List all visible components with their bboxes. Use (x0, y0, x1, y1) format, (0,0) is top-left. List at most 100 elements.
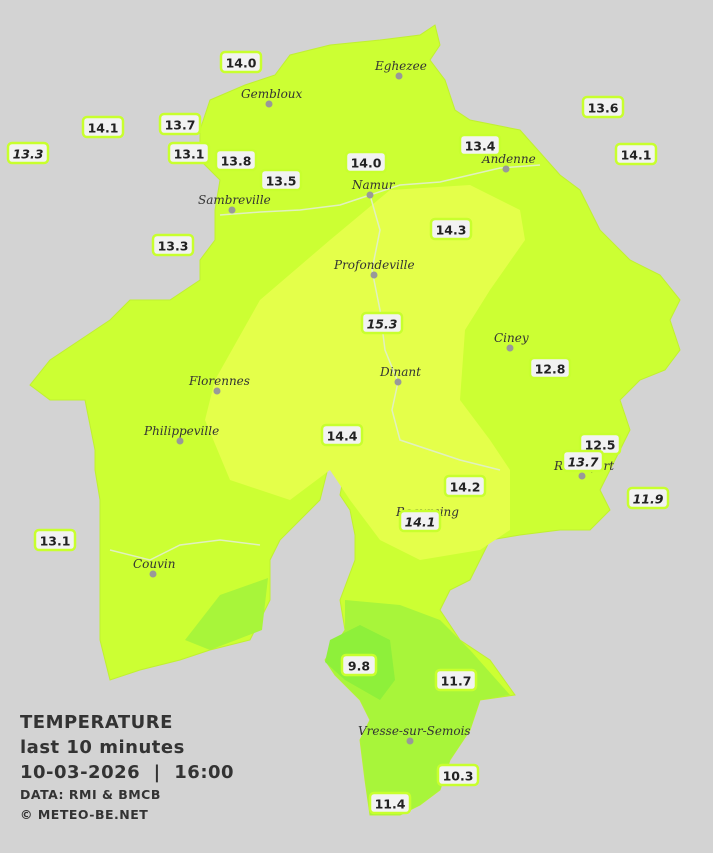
station: 13.8 (214, 148, 258, 172)
station-temperature: 14.0 (226, 56, 257, 71)
station: 14.2 (443, 474, 487, 498)
station-temperature: 14.3 (436, 223, 467, 238)
station-box (561, 449, 605, 473)
station: 11.7 (434, 668, 478, 692)
station-box (33, 528, 77, 552)
legend-subtitle: last 10 minutes (20, 737, 185, 758)
city-label: Profondeville (333, 258, 415, 272)
station-temperature: 13.1 (174, 147, 205, 162)
station: 13.7 (561, 449, 605, 473)
station-box (436, 763, 480, 787)
station: 13.3 (6, 141, 50, 165)
station-temperature: 11.4 (375, 797, 406, 812)
station-box (6, 141, 50, 165)
station-box (626, 486, 670, 510)
station-box (214, 148, 258, 172)
station-temperature: 11.9 (633, 492, 664, 507)
city-label: Philippeville (143, 424, 219, 438)
city-dot (395, 72, 403, 80)
legend-source: DATA: RMI & BMCB (20, 787, 161, 802)
station: 13.7 (158, 112, 202, 136)
station-box (398, 509, 442, 533)
station-temperature: 15.3 (367, 317, 398, 332)
station-box (368, 791, 412, 815)
station-box (429, 217, 473, 241)
cool-zone (185, 578, 268, 650)
legend-credit: © METEO-BE.NET (20, 807, 149, 822)
city-dot (406, 737, 414, 745)
city-dot (394, 378, 402, 386)
station-temperature: 12.5 (585, 438, 616, 453)
station: 14.0 (344, 150, 388, 174)
station-temperature: 9.8 (348, 659, 370, 674)
station: 12.8 (528, 356, 572, 380)
warm-zone (205, 185, 525, 560)
city-dot (149, 570, 157, 578)
station-temperature: 13.8 (221, 154, 252, 169)
station-temperature: 13.4 (465, 139, 496, 154)
city-label: Vresse-sur-Semois (358, 724, 471, 738)
station: 13.1 (33, 528, 77, 552)
station: 15.3 (360, 311, 404, 335)
city-dot (502, 165, 510, 173)
station: 9.8 (340, 653, 378, 677)
station-box (81, 115, 125, 139)
station-box (344, 150, 388, 174)
station-box (614, 142, 658, 166)
station-temperature: 13.5 (266, 174, 297, 189)
station: 14.1 (398, 509, 442, 533)
legend: TEMPERATURE last 10 minutes 10-03-2026 |… (20, 710, 234, 825)
station: 13.5 (259, 168, 303, 192)
city-dot (366, 191, 374, 199)
station-temperature: 13.1 (40, 534, 71, 549)
city-label: Gembloux (241, 87, 303, 101)
station-box (458, 133, 502, 157)
station: 14.1 (614, 142, 658, 166)
station-box (434, 668, 478, 692)
city-label: Eghezee (374, 59, 427, 73)
station-box (581, 95, 625, 119)
station-box (340, 653, 378, 677)
station-box (360, 311, 404, 335)
city-dot (370, 271, 378, 279)
city-label: Dinant (379, 365, 421, 379)
station: 13.1 (167, 141, 211, 165)
river (109, 539, 261, 561)
city-label: Ciney (494, 331, 529, 345)
station: 14.0 (219, 50, 263, 74)
station-temperature: 10.3 (443, 769, 474, 784)
station-temperature: 14.1 (621, 148, 652, 163)
city-dot (176, 437, 184, 445)
station-temperature: 14.4 (327, 429, 358, 444)
station-box (528, 356, 572, 380)
station-box (167, 141, 211, 165)
city-label: Namur (351, 178, 396, 192)
city-label: Sambreville (198, 193, 271, 207)
station: 13.3 (151, 233, 195, 257)
station: 14.4 (320, 423, 364, 447)
station-temperature: 11.7 (441, 674, 472, 689)
station-temperature: 14.1 (405, 515, 436, 530)
station: 10.3 (436, 763, 480, 787)
station-box (259, 168, 303, 192)
station: 11.9 (626, 486, 670, 510)
station-box (219, 50, 263, 74)
city-dot (265, 100, 273, 108)
station: 13.4 (458, 133, 502, 157)
city-dot (578, 472, 586, 480)
station: 11.4 (368, 791, 412, 815)
station: 14.1 (81, 115, 125, 139)
legend-title: TEMPERATURE (20, 712, 173, 733)
city-label: Couvin (133, 557, 175, 571)
legend-timestamp: 10-03-2026 | 16:00 (20, 762, 235, 783)
station-temperature: 12.8 (535, 362, 566, 377)
station-temperature: 14.2 (450, 480, 481, 495)
station-temperature: 13.6 (588, 101, 619, 116)
city-label: Florennes (188, 374, 250, 388)
station-temperature: 13.3 (13, 147, 44, 162)
station-temperature: 13.3 (158, 239, 189, 254)
station-temperature: 14.1 (88, 121, 119, 136)
station: 13.6 (581, 95, 625, 119)
